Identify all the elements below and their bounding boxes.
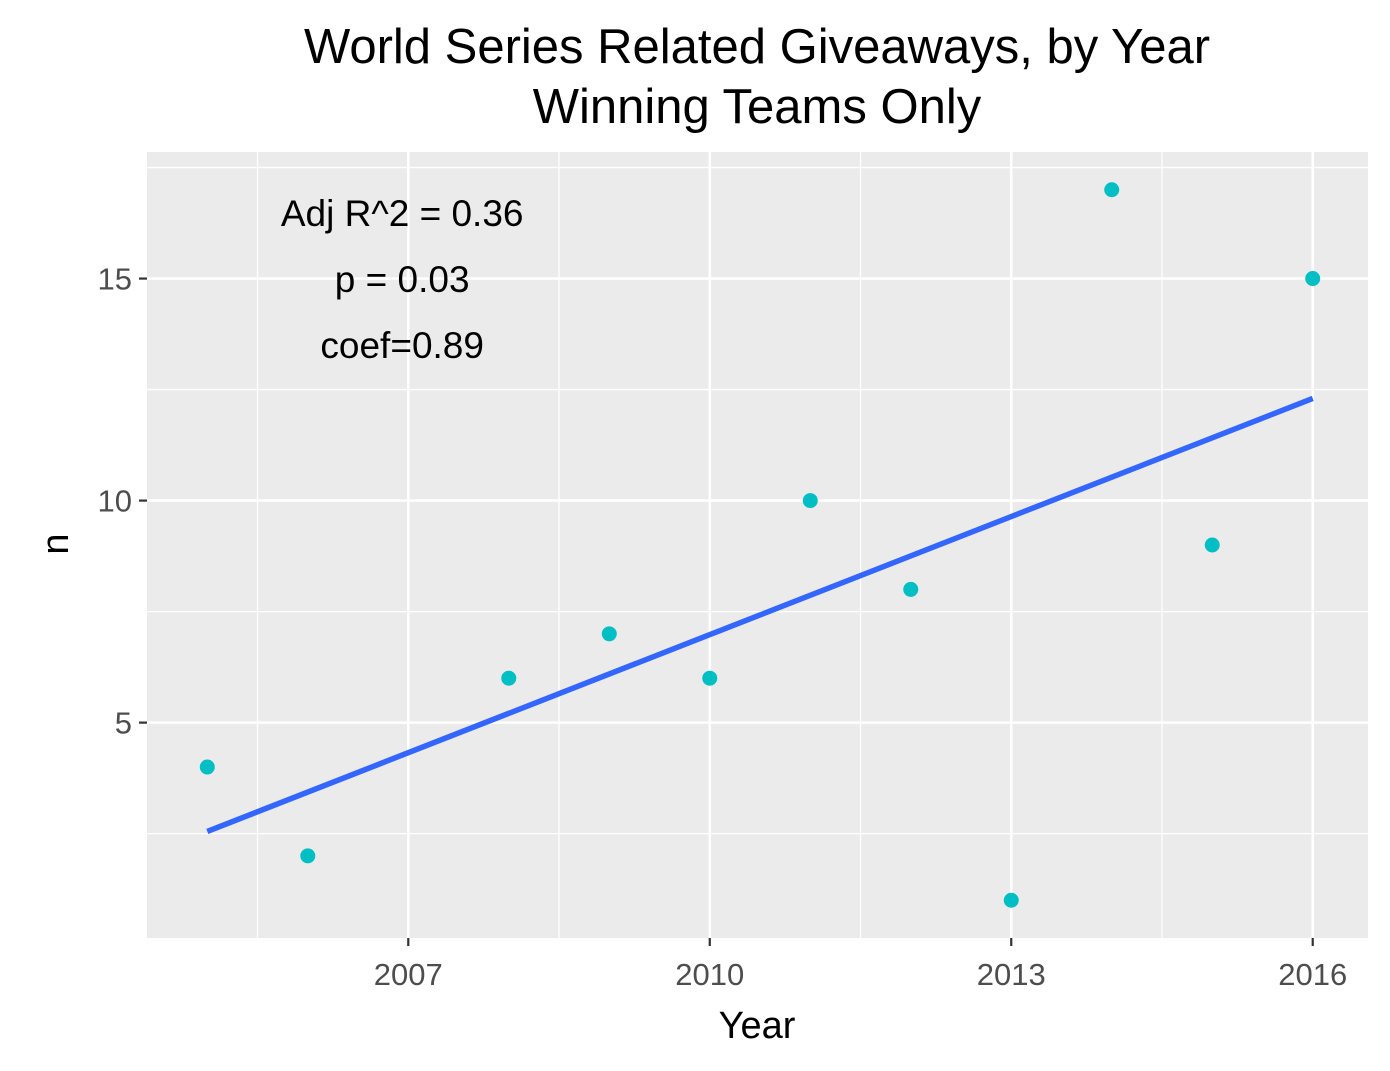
plot-panel [147, 152, 1368, 938]
chart-subtitle: Winning Teams Only [533, 80, 982, 134]
x-tick-label: 2016 [1278, 957, 1347, 992]
data-point [1204, 537, 1220, 553]
stat-annotation: Adj R^2 = 0.36 [281, 193, 524, 234]
y-axis-title: n [35, 533, 77, 554]
y-tick-label: 5 [115, 706, 132, 741]
x-tick-label: 2010 [675, 957, 744, 992]
data-point [501, 670, 517, 686]
y-tick-label: 15 [98, 262, 132, 297]
data-point [300, 848, 316, 864]
data-points-layer [199, 182, 1321, 908]
minor-gridlines [147, 152, 1368, 938]
data-point [1305, 271, 1321, 287]
data-point [1003, 892, 1019, 908]
trend-line [206, 395, 1314, 834]
stat-annotation: p = 0.03 [335, 259, 470, 300]
x-tick-label: 2013 [977, 957, 1046, 992]
chart-title: World Series Related Giveaways, by Year [304, 20, 1210, 74]
x-axis: 2007 2010 2013 2016 [374, 938, 1347, 992]
data-point [1104, 182, 1120, 198]
stat-annotation: coef=0.89 [320, 325, 484, 366]
x-axis-title: Year [719, 1005, 796, 1047]
y-axis: 5 10 15 [98, 262, 147, 741]
y-tick-label: 10 [98, 484, 132, 519]
data-point [702, 670, 718, 686]
annotation-layer: Adj R^2 = 0.36 p = 0.03 coef=0.89 [281, 193, 524, 366]
trend-line-layer [206, 395, 1314, 834]
x-tick-label: 2007 [374, 957, 443, 992]
data-point [802, 493, 818, 509]
data-point [903, 581, 919, 597]
data-point [601, 626, 617, 642]
data-point [199, 759, 215, 775]
